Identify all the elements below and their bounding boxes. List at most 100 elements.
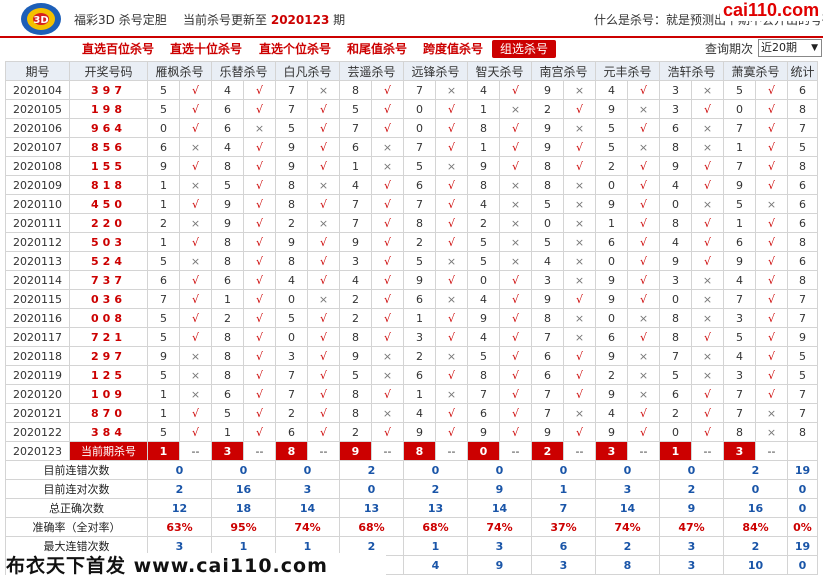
table-row: 2020110 450 1 √ 9 √ 8 √ 7 √ 7 √ 4 × 5 × 9 √ 0 × 5 × 6 xyxy=(5,194,818,214)
kill-number-cell: 7 xyxy=(403,80,436,100)
cross-mark-icon: × xyxy=(563,118,596,138)
winning-number-cell: 503 xyxy=(69,232,148,252)
cross-mark-icon: × xyxy=(435,80,468,100)
table-row: 2020104 397 5 √ 4 √ 7 × 8 √ 7 × 4 √ 9 × 4 √ 3 × 5 √ 6 xyxy=(5,80,818,100)
tab-units-kill[interactable]: 直选个位杀号 xyxy=(259,42,332,56)
kill-number-cell: 2 xyxy=(339,289,372,309)
kill-number-cell: 2 xyxy=(467,213,500,233)
kill-number-cell: 5 xyxy=(595,118,628,138)
stats-value: 0 xyxy=(467,460,532,480)
pending-result-cell: -- xyxy=(691,441,724,461)
check-mark-icon: √ xyxy=(691,99,724,119)
check-mark-icon: √ xyxy=(691,251,724,271)
cross-mark-icon: × xyxy=(627,308,660,328)
stats-row: 目前连错次数 0 0 0 2 0 0 0 0 0 2 19 xyxy=(5,460,818,480)
kill-number-cell: 9 xyxy=(275,232,308,252)
stats-label: 目前连错次数 xyxy=(5,460,148,480)
cross-mark-icon: × xyxy=(435,251,468,271)
check-mark-icon: √ xyxy=(179,289,212,309)
current-kill-number: 0 xyxy=(467,441,500,461)
column-header: 乐替杀号 xyxy=(211,61,276,81)
check-mark-icon: √ xyxy=(499,80,532,100)
check-mark-icon: √ xyxy=(755,327,788,347)
kill-number-cell: 5 xyxy=(147,422,180,442)
table-header-row: 期号 开奖号码 雁枫杀号 乐替杀号 白凡杀号 芸遥杀号 远锋杀号 智天杀号 南宫杀号 元丰杀号 浩轩… xyxy=(5,61,818,81)
stats-total: 19 xyxy=(787,536,818,556)
kill-number-cell: 2 xyxy=(339,308,372,328)
kill-number-cell: 9 xyxy=(147,156,180,176)
stats-value: 13 xyxy=(339,498,404,518)
kill-number-cell: 1 xyxy=(147,384,180,404)
kill-number-cell: 9 xyxy=(339,232,372,252)
correct-count-cell: 7 xyxy=(787,289,818,309)
issue-cell: 2020115 xyxy=(5,289,70,309)
cross-mark-icon: × xyxy=(691,346,724,366)
check-mark-icon: √ xyxy=(627,403,660,423)
tab-tens-kill[interactable]: 直选十位杀号 xyxy=(170,42,243,56)
table-row: 2020117 721 5 √ 8 √ 0 √ 8 √ 3 √ 4 √ 7 × 6 √ 8 √ 5 √ 9 xyxy=(5,327,818,347)
stats-value: 3 xyxy=(659,555,724,575)
kill-number-cell: 8 xyxy=(467,118,500,138)
check-mark-icon: √ xyxy=(563,384,596,404)
kill-number-cell: 8 xyxy=(275,194,308,214)
stats-value: 1 xyxy=(531,479,596,499)
stats-value: 0 xyxy=(211,460,276,480)
kill-number-cell: 6 xyxy=(275,422,308,442)
check-mark-icon: √ xyxy=(499,346,532,366)
kill-number-cell: 4 xyxy=(723,270,756,290)
table-row: 2020118 297 9 × 8 √ 3 √ 9 × 2 × 5 √ 6 √ 9 × 7 × 4 √ 5 xyxy=(5,346,818,366)
tab-hundreds-kill[interactable]: 直选百位杀号 xyxy=(82,42,155,56)
kill-number-cell: 1 xyxy=(403,384,436,404)
kill-number-cell: 8 xyxy=(659,308,692,328)
cross-mark-icon: × xyxy=(371,403,404,423)
check-mark-icon: √ xyxy=(243,308,276,328)
stats-value: 10 xyxy=(723,555,788,575)
cross-mark-icon: × xyxy=(755,422,788,442)
kill-number-cell: 3 xyxy=(275,346,308,366)
kill-number-cell: 7 xyxy=(467,384,500,404)
check-mark-icon: √ xyxy=(499,137,532,157)
table-row: 2020109 818 1 × 5 √ 8 × 4 √ 6 √ 8 × 8 × 0 √ 4 √ 9 √ 6 xyxy=(5,175,818,195)
pending-result-cell: -- xyxy=(563,441,596,461)
check-mark-icon: √ xyxy=(435,118,468,138)
period-select[interactable]: 近20期 ▼ xyxy=(758,39,822,57)
kill-number-cell: 8 xyxy=(723,422,756,442)
tab-span-kill[interactable]: 跨度值杀号 xyxy=(423,42,484,56)
issue-cell: 2020117 xyxy=(5,327,70,347)
cross-mark-icon: × xyxy=(435,289,468,309)
check-mark-icon: √ xyxy=(563,365,596,385)
check-mark-icon: √ xyxy=(563,422,596,442)
check-mark-icon: √ xyxy=(627,327,660,347)
kill-number-cell: 9 xyxy=(595,99,628,119)
correct-count-cell: 6 xyxy=(787,80,818,100)
column-header: 远锋杀号 xyxy=(403,61,468,81)
cross-mark-icon: × xyxy=(243,118,276,138)
cross-mark-icon: × xyxy=(691,289,724,309)
check-mark-icon: √ xyxy=(627,289,660,309)
table-row: 2020115 036 7 √ 1 √ 0 × 2 √ 6 × 4 √ 9 √ 9 √ 0 × 7 √ 7 xyxy=(5,289,818,309)
cross-mark-icon: × xyxy=(563,251,596,271)
check-mark-icon: √ xyxy=(755,118,788,138)
cross-mark-icon: × xyxy=(563,327,596,347)
stats-value: 3 xyxy=(467,536,532,556)
kill-number-cell: 6 xyxy=(147,270,180,290)
cross-mark-icon: × xyxy=(563,270,596,290)
check-mark-icon: √ xyxy=(243,99,276,119)
check-mark-icon: √ xyxy=(435,365,468,385)
stats-total: 0 xyxy=(787,498,818,518)
kill-number-cell: 5 xyxy=(147,251,180,271)
issue-cell: 2020114 xyxy=(5,270,70,290)
cross-mark-icon: × xyxy=(755,194,788,214)
cross-mark-icon: × xyxy=(627,384,660,404)
kill-number-cell: 9 xyxy=(531,118,564,138)
tab-sum-tail-kill[interactable]: 和尾值杀号 xyxy=(347,42,408,56)
kill-number-cell: 6 xyxy=(211,384,244,404)
kill-number-cell: 9 xyxy=(531,422,564,442)
cross-mark-icon: × xyxy=(435,384,468,404)
check-mark-icon: √ xyxy=(435,232,468,252)
winning-number-cell: 198 xyxy=(69,99,148,119)
tab-group-kill[interactable]: 组选杀号 xyxy=(492,40,557,58)
winning-number-cell: 220 xyxy=(69,213,148,233)
check-mark-icon: √ xyxy=(371,194,404,214)
kill-number-cell: 6 xyxy=(467,403,500,423)
